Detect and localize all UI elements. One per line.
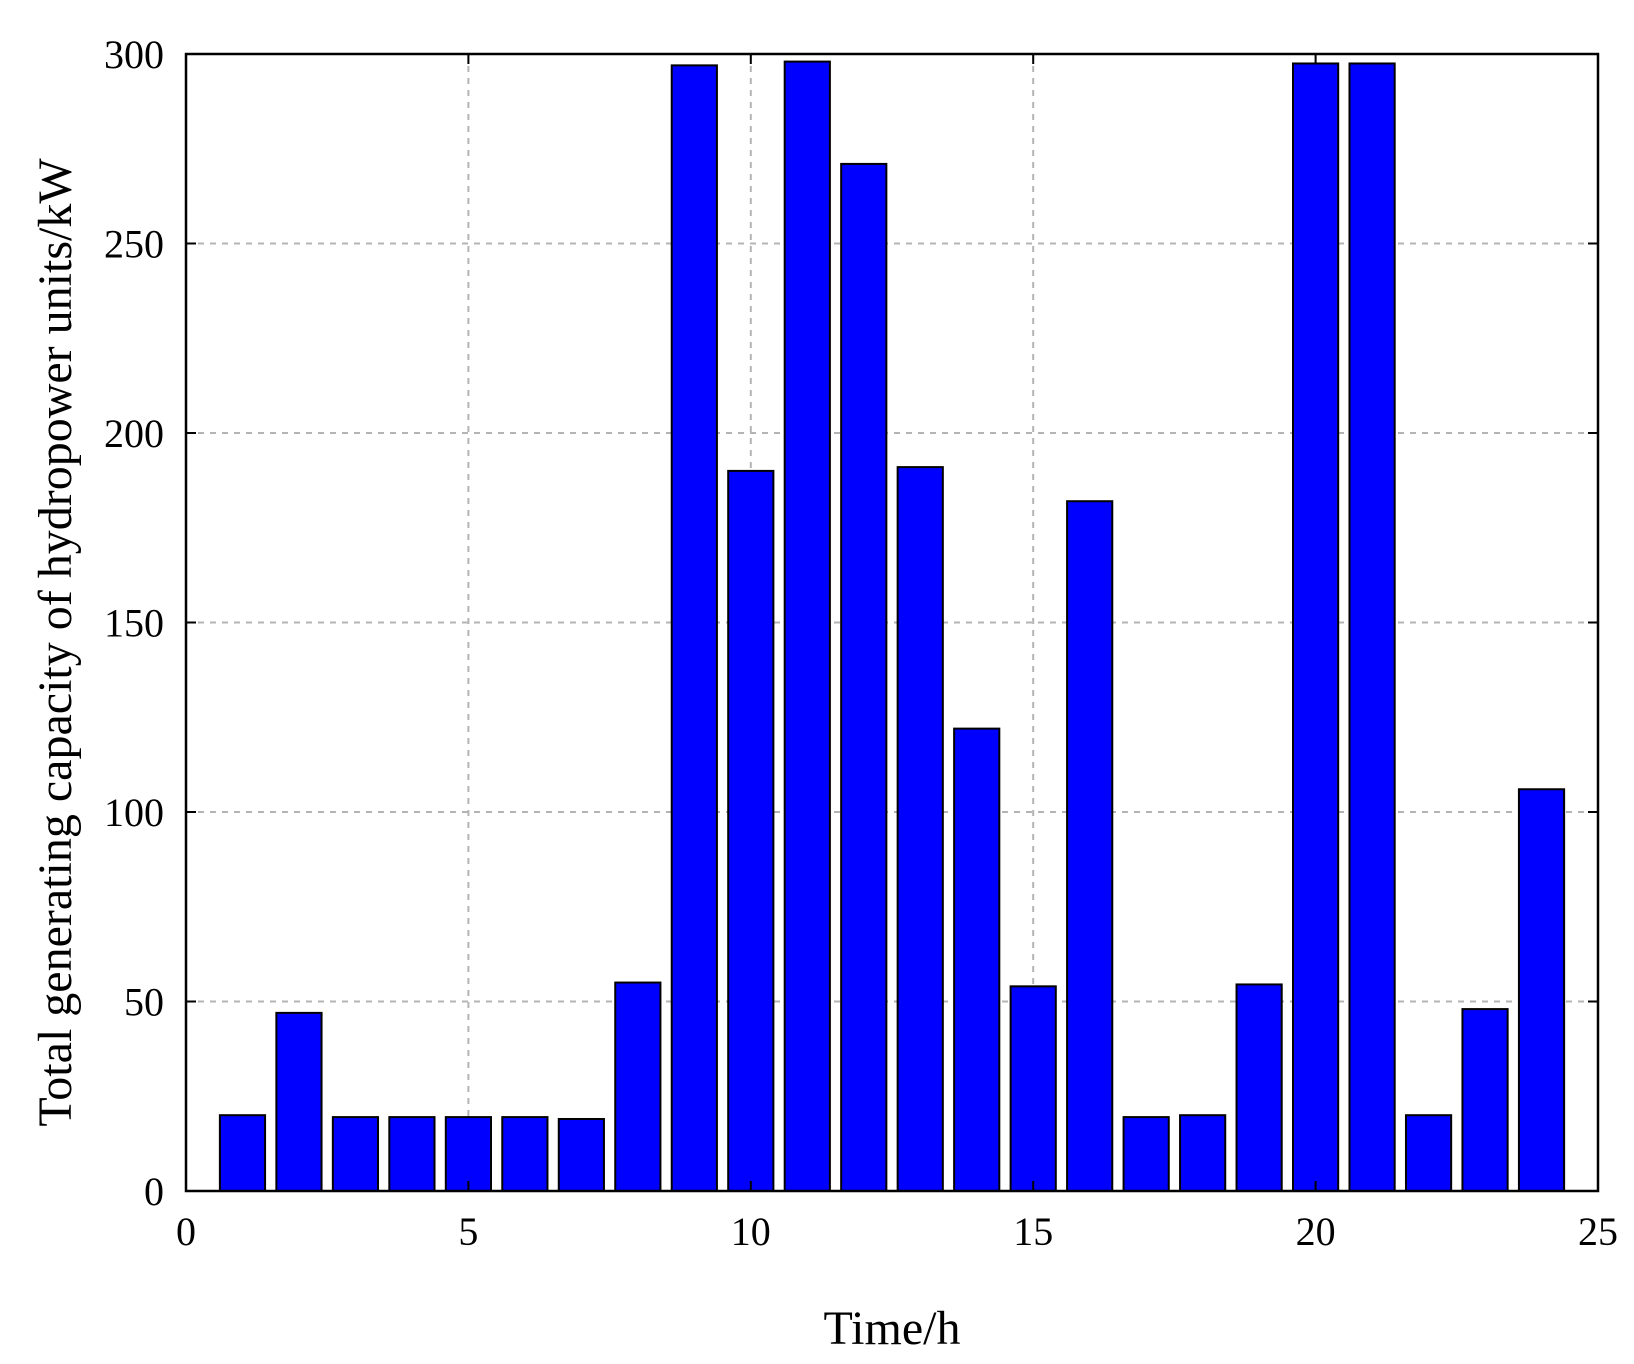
- bar-hour-6: [501, 1116, 549, 1192]
- bar-hour-3: [331, 1116, 380, 1192]
- bar-hour-12: [840, 162, 888, 1192]
- y-tick-labels: 0 50 100 150 200 250 300: [104, 32, 164, 1214]
- bars: [218, 60, 1566, 1193]
- bar-hour-11: [783, 60, 831, 1193]
- y-axis-title: Total generating capacity of hydropower …: [29, 158, 82, 1127]
- bar-hour-8: [614, 981, 662, 1192]
- y-tick-label: 300: [104, 32, 164, 77]
- bar-hour-7: [557, 1117, 605, 1192]
- y-tick-label: 0: [144, 1169, 164, 1214]
- bar-hour-16: [1066, 500, 1114, 1193]
- bar-hour-2: [275, 1011, 323, 1192]
- bar-hour-19: [1235, 983, 1283, 1192]
- y-tick-label: 100: [104, 790, 164, 835]
- y-tick-label: 200: [104, 411, 164, 456]
- x-tick-label: 0: [176, 1209, 196, 1254]
- y-tick-label: 50: [124, 980, 164, 1025]
- bar-hour-23: [1461, 1008, 1509, 1193]
- bar-hour-18: [1179, 1114, 1227, 1192]
- bar-hour-24: [1517, 788, 1566, 1192]
- bar-hour-15: [1009, 985, 1057, 1193]
- y-tick-label: 250: [104, 222, 164, 267]
- x-tick-labels: 0 5 10 15 20 25: [176, 1209, 1618, 1254]
- bar-hour-17: [1122, 1116, 1170, 1192]
- x-tick-label: 15: [1013, 1209, 1053, 1254]
- bar-hour-10: [727, 469, 775, 1192]
- x-tick-label: 10: [731, 1209, 771, 1254]
- x-tick-label: 20: [1296, 1209, 1336, 1254]
- x-tick-label: 5: [458, 1209, 478, 1254]
- bar-hour-13: [896, 466, 944, 1192]
- bar-hour-4: [388, 1116, 436, 1192]
- bar-hour-1: [218, 1114, 267, 1192]
- bar-hour-14: [953, 727, 1001, 1192]
- y-tick-label: 150: [104, 601, 164, 646]
- bar-hour-21: [1348, 62, 1396, 1193]
- axis-ticks: [185, 53, 1599, 1192]
- bar-hour-9: [670, 64, 718, 1193]
- x-tick-label: 25: [1578, 1209, 1618, 1254]
- x-axis-title: Time/h: [824, 1302, 961, 1355]
- bar-hour-22: [1404, 1114, 1453, 1192]
- bar-hour-5: [444, 1116, 492, 1192]
- bar-hour-20: [1292, 62, 1340, 1193]
